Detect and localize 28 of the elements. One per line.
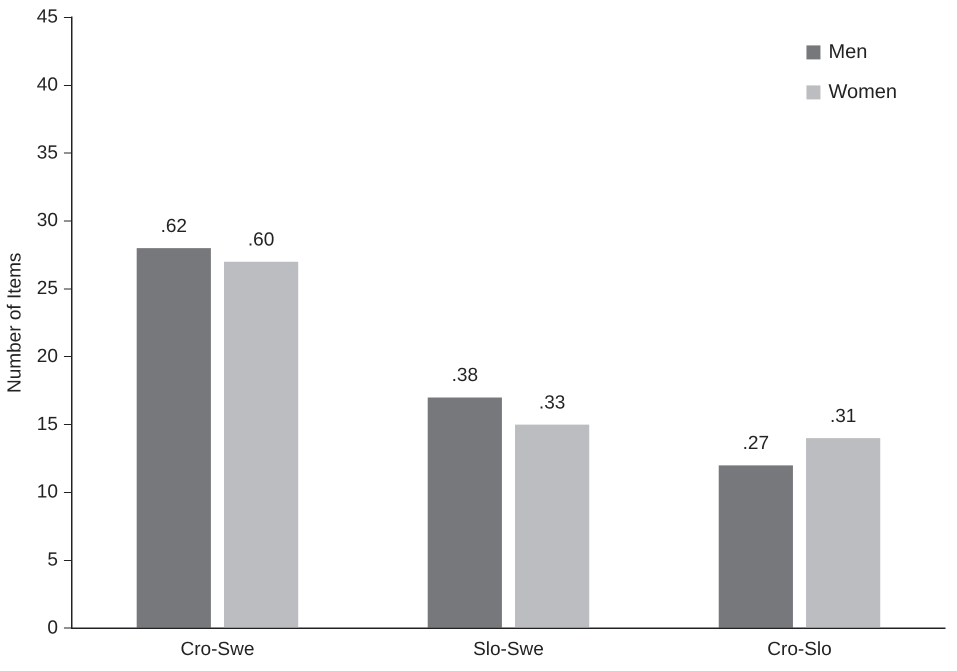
bar: [224, 262, 298, 628]
y-tick-label: 15: [36, 414, 58, 435]
y-tick-label: 20: [36, 346, 58, 367]
bar: [515, 424, 590, 628]
bar: [136, 248, 211, 628]
bar: [428, 397, 502, 628]
annotation: .62: [160, 216, 187, 237]
x-tick-label: Cro-Slo: [767, 638, 832, 660]
y-tick-label: 0: [47, 617, 58, 638]
y-tick-label: 30: [36, 210, 58, 232]
annotation: .31: [830, 406, 856, 427]
bar: [806, 438, 880, 628]
annotation: .38: [452, 365, 478, 386]
annotation: .27: [742, 433, 770, 454]
y-axis-title: Number of Items: [4, 252, 26, 394]
annotation: .33: [538, 392, 566, 414]
y-tick-label: 40: [36, 74, 58, 96]
legend-label: Men: [828, 40, 868, 63]
y-tick-label: 25: [36, 278, 58, 300]
y-tick-label: 5: [47, 550, 58, 571]
bar: [718, 465, 793, 628]
y-tick-label: 45: [36, 6, 58, 28]
x-tick-label: Cro-Swe: [180, 638, 254, 660]
y-tick-label: 10: [36, 482, 58, 503]
legend-label: Women: [828, 80, 897, 103]
annotation: .60: [248, 229, 274, 250]
x-tick-label: Slo-Swe: [473, 638, 544, 660]
y-tick-label: 35: [36, 142, 58, 164]
